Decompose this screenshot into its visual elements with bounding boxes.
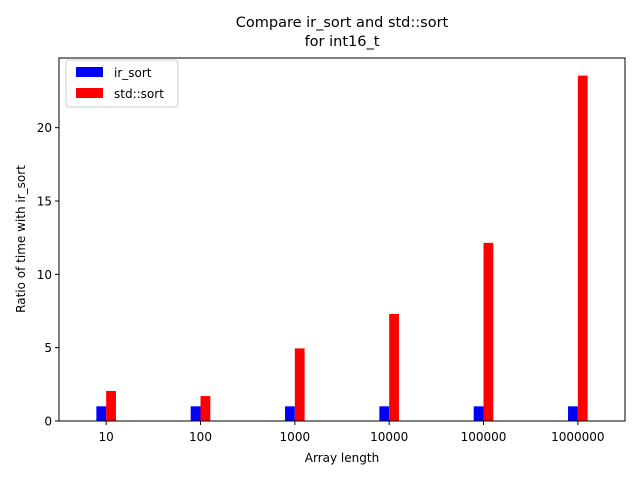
x-tick-label: 1000 — [280, 430, 311, 444]
y-tick-label: 0 — [44, 415, 52, 429]
x-tick-label: 10000 — [370, 430, 408, 444]
bar-std-sort-10 — [106, 390, 116, 421]
y-tick-label: 5 — [44, 341, 52, 355]
bar-ir-sort-1000000 — [568, 406, 578, 421]
x-ticks-group: 10 100 1000 10000 100000 1000000 — [99, 421, 605, 444]
bar-std-sort-1000 — [294, 348, 305, 421]
bar-ir-sort-100000 — [473, 406, 484, 421]
bars-group — [96, 75, 588, 421]
legend: ir_sort std::sort — [65, 59, 179, 108]
y-axis-label: Ratio of time with ir_sort — [14, 165, 28, 313]
bar-ir-sort-10000 — [379, 406, 390, 421]
legend-label-ir-sort: ir_sort — [114, 66, 152, 80]
bar-ir-sort-100 — [190, 406, 201, 421]
chart-title-line-2: for int16_t — [305, 34, 380, 50]
x-tick-label: 1000000 — [551, 430, 604, 444]
bar-std-sort-10000 — [389, 313, 399, 421]
bar-std-sort-100000 — [483, 242, 494, 421]
y-tick-label: 20 — [37, 121, 52, 135]
plot-frame — [58, 57, 626, 422]
chart-title-line-1: Compare ir_sort and std::sort — [236, 15, 449, 31]
bar-std-sort-1000000 — [577, 75, 588, 421]
y-tick-label: 15 — [37, 195, 52, 209]
x-tick-label: 10 — [99, 430, 114, 444]
x-tick-label: 100000 — [461, 430, 507, 444]
bar-ir-sort-10 — [96, 406, 107, 421]
bar-ir-sort-1000 — [285, 406, 295, 421]
y-ticks-group: 0 5 10 15 20 — [37, 121, 59, 429]
legend-swatch-ir-sort — [76, 67, 103, 77]
legend-swatch-std-sort — [76, 88, 103, 98]
bar-std-sort-100 — [200, 396, 211, 421]
x-axis-label: Array length — [305, 451, 379, 465]
y-tick-label: 10 — [37, 268, 52, 282]
x-tick-label: 100 — [189, 430, 212, 444]
legend-label-std-sort: std::sort — [114, 87, 164, 101]
